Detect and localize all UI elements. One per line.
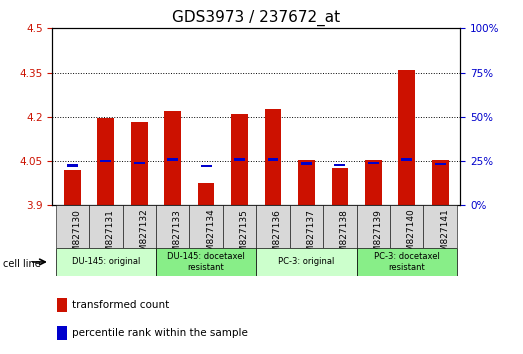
- Bar: [390, 205, 424, 248]
- Text: GSM827140: GSM827140: [407, 209, 416, 263]
- Bar: [298, 160, 315, 205]
- Bar: [156, 248, 256, 276]
- Bar: [435, 163, 446, 165]
- Bar: [131, 122, 147, 205]
- Text: GSM827141: GSM827141: [440, 209, 449, 263]
- Text: PC-3: original: PC-3: original: [278, 257, 335, 267]
- Bar: [424, 205, 457, 248]
- Bar: [67, 164, 78, 167]
- Bar: [167, 158, 178, 161]
- Bar: [134, 162, 145, 165]
- Bar: [57, 326, 66, 340]
- Text: GSM827135: GSM827135: [240, 209, 248, 264]
- Text: DU-145: docetaxel
resistant: DU-145: docetaxel resistant: [167, 252, 245, 272]
- Text: GSM827139: GSM827139: [373, 209, 382, 264]
- Bar: [100, 160, 111, 162]
- Bar: [256, 205, 290, 248]
- Text: GSM827136: GSM827136: [273, 209, 282, 264]
- Bar: [268, 158, 278, 161]
- Bar: [223, 205, 256, 248]
- Bar: [231, 114, 248, 205]
- Bar: [290, 205, 323, 248]
- Bar: [265, 109, 281, 205]
- Bar: [201, 165, 211, 167]
- Bar: [401, 158, 412, 161]
- Bar: [198, 183, 214, 205]
- Bar: [55, 248, 156, 276]
- Bar: [332, 169, 348, 205]
- Title: GDS3973 / 237672_at: GDS3973 / 237672_at: [172, 9, 340, 25]
- Bar: [89, 205, 122, 248]
- Bar: [368, 162, 379, 165]
- Text: GSM827137: GSM827137: [306, 209, 315, 264]
- Bar: [122, 205, 156, 248]
- Text: percentile rank within the sample: percentile rank within the sample: [72, 327, 248, 338]
- Bar: [399, 70, 415, 205]
- Text: GSM827134: GSM827134: [206, 209, 215, 263]
- Bar: [234, 158, 245, 161]
- Bar: [256, 248, 357, 276]
- Bar: [301, 162, 312, 165]
- Bar: [64, 170, 81, 205]
- Bar: [357, 248, 457, 276]
- Text: cell line: cell line: [3, 259, 40, 269]
- Text: GSM827133: GSM827133: [173, 209, 181, 264]
- Bar: [432, 160, 449, 205]
- Bar: [97, 118, 114, 205]
- Bar: [164, 111, 181, 205]
- Bar: [334, 164, 345, 166]
- Text: transformed count: transformed count: [72, 299, 169, 310]
- Text: GSM827138: GSM827138: [340, 209, 349, 264]
- Bar: [365, 160, 382, 205]
- Bar: [323, 205, 357, 248]
- Text: GSM827132: GSM827132: [139, 209, 148, 263]
- Bar: [55, 205, 89, 248]
- Bar: [357, 205, 390, 248]
- Bar: [189, 205, 223, 248]
- Bar: [57, 298, 66, 312]
- Bar: [156, 205, 189, 248]
- Text: GSM827131: GSM827131: [106, 209, 115, 264]
- Text: DU-145: original: DU-145: original: [72, 257, 140, 267]
- Text: GSM827130: GSM827130: [72, 209, 82, 264]
- Text: PC-3: docetaxel
resistant: PC-3: docetaxel resistant: [374, 252, 440, 272]
